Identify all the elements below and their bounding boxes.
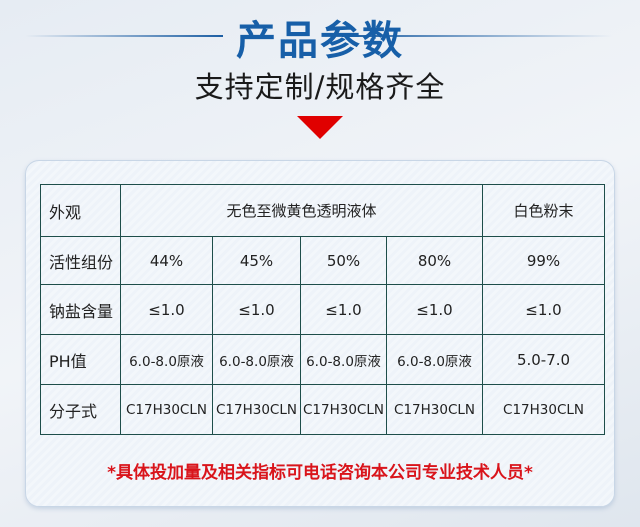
page-subtitle: 支持定制/规格齐全 xyxy=(194,70,446,104)
table-cell: 44% xyxy=(120,236,213,285)
table-cell: C17H30CLN xyxy=(300,384,387,435)
arrow-down-icon xyxy=(297,116,343,139)
table-row: PH值 6.0-8.0原液 6.0-8.0原液 6.0-8.0原液 6.0-8.… xyxy=(40,334,606,385)
table-cell: ≤1.0 xyxy=(300,284,387,335)
table-cell: 无色至微黄色透明液体 xyxy=(119,184,484,237)
table-cell: ≤1.0 xyxy=(482,284,606,335)
table-cell: ≤1.0 xyxy=(212,284,301,335)
parameter-table: 外观 无色至微黄色透明液体 白色粉末 活性组份 44% 45% 50% 80% … xyxy=(40,184,606,435)
table-cell: 6.0-8.0原液 xyxy=(300,334,387,385)
table-cell: C17H30CLN xyxy=(120,384,213,435)
row-label: 外观 xyxy=(40,184,121,237)
table-cell: C17H30CLN xyxy=(482,384,606,435)
table-cell: C17H30CLN xyxy=(212,384,301,435)
table-cell: 6.0-8.0原液 xyxy=(212,334,301,385)
title-divider-left xyxy=(25,35,223,37)
row-label: 分子式 xyxy=(40,384,121,435)
table-cell: 45% xyxy=(212,236,301,285)
table-row: 钠盐含量 ≤1.0 ≤1.0 ≤1.0 ≤1.0 ≤1.0 xyxy=(40,284,606,335)
table-cell: 白色粉末 xyxy=(482,184,606,237)
row-label: 钠盐含量 xyxy=(40,284,121,335)
consultation-note: *具体投加量及相关指标可电话咨询本公司专业技术人员* xyxy=(107,463,533,483)
table-cell: C17H30CLN xyxy=(385,384,484,435)
page-title-text: 产品参数 xyxy=(236,18,404,64)
row-label: 活性组份 xyxy=(40,236,121,285)
table-cell: ≤1.0 xyxy=(385,284,484,335)
page-title: 产品参数 xyxy=(0,8,640,66)
title-divider-right xyxy=(342,35,612,37)
table-cell: ≤1.0 xyxy=(120,284,213,335)
table-cell: 5.0-7.0 xyxy=(482,334,606,385)
table-cell: 6.0-8.0原液 xyxy=(120,334,213,385)
table-row: 外观 无色至微黄色透明液体 白色粉末 xyxy=(40,184,606,237)
table-row: 活性组份 44% 45% 50% 80% 99% xyxy=(40,236,606,285)
row-label: PH值 xyxy=(40,334,121,385)
table-row: 分子式 C17H30CLN C17H30CLN C17H30CLN C17H30… xyxy=(40,384,606,435)
table-cell: 80% xyxy=(385,236,484,285)
table-cell: 50% xyxy=(300,236,387,285)
table-cell: 99% xyxy=(482,236,606,285)
table-cell: 6.0-8.0原液 xyxy=(385,334,484,385)
